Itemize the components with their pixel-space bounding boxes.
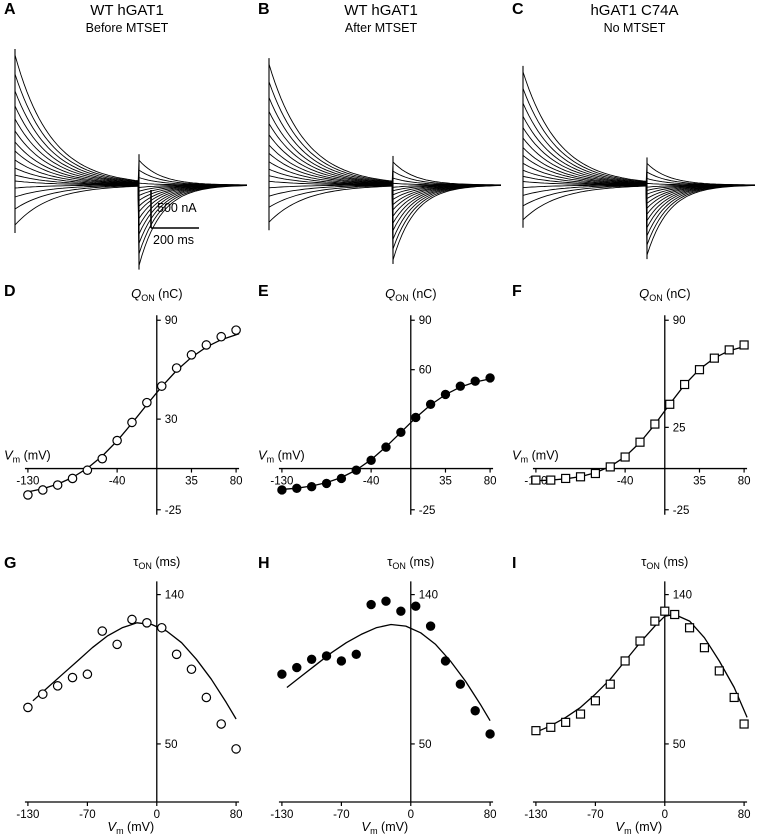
- panel-a-title: WT hGAT1: [90, 2, 164, 19]
- svg-text:Vm (mV): Vm (mV): [512, 448, 559, 465]
- svg-text:60: 60: [419, 365, 432, 377]
- svg-text:-25: -25: [672, 505, 689, 517]
- svg-text:35: 35: [693, 476, 706, 488]
- panel-i: I -130 -70 0 80 140 50 τON (ms) Vm (mV): [508, 550, 761, 836]
- svg-text:140: 140: [672, 590, 691, 602]
- svg-text:35: 35: [185, 476, 198, 488]
- svg-text:-130: -130: [16, 809, 39, 821]
- svg-text:Vm (mV): Vm (mV): [258, 448, 305, 465]
- svg-text:Vm (mV): Vm (mV): [4, 448, 51, 465]
- svg-text:140: 140: [419, 590, 438, 602]
- svg-text:-130: -130: [270, 809, 293, 821]
- svg-text:80: 80: [230, 476, 243, 488]
- svg-text:80: 80: [230, 809, 243, 821]
- panel-e: E -130 -40 35 80 90 60 -25 QON (nC) Vm (mV): [254, 278, 508, 550]
- svg-text:0: 0: [154, 809, 160, 821]
- panel-h-letter: H: [258, 555, 270, 572]
- svg-text:QON (nC): QON (nC): [385, 286, 436, 303]
- svg-text:80: 80: [737, 809, 750, 821]
- svg-text:-25: -25: [165, 505, 182, 517]
- svg-text:0: 0: [661, 809, 667, 821]
- panel-b: B WT hGAT1 After MTSET: [254, 0, 508, 278]
- svg-text:0: 0: [408, 809, 414, 821]
- panel-h: H -130 -70 0 80 140 50 τON (ms) Vm (mV): [254, 550, 508, 836]
- panel-c: C hGAT1 C74A No MTSET: [508, 0, 761, 278]
- svg-text:-70: -70: [587, 809, 604, 821]
- panel-c-current-traces: [522, 65, 756, 260]
- panel-b-subtitle: After MTSET: [344, 20, 418, 35]
- svg-text:200 ms: 200 ms: [153, 233, 194, 247]
- svg-text:80: 80: [737, 476, 750, 488]
- svg-text:-130: -130: [270, 476, 293, 488]
- svg-text:QON (nC): QON (nC): [639, 286, 690, 303]
- panel-b-letter: B: [258, 1, 270, 18]
- panel-d-qv-chart: -130 -40 35 80 90 30 -25 QON (nC) Vm (mV): [4, 286, 243, 517]
- panel-e-letter: E: [258, 283, 269, 300]
- svg-text:τON (ms): τON (ms): [133, 554, 180, 571]
- svg-text:τON (ms): τON (ms): [641, 554, 688, 571]
- svg-text:80: 80: [484, 476, 497, 488]
- svg-text:-130: -130: [16, 476, 39, 488]
- panel-c-title-block: hGAT1 C74A No MTSET: [508, 0, 761, 36]
- svg-text:90: 90: [672, 315, 685, 327]
- svg-text:Vm (mV): Vm (mV): [615, 819, 662, 836]
- panel-d: D -130 -40 35 80 90 30 -25 QON (nC) Vm (mV): [0, 278, 254, 550]
- svg-text:90: 90: [165, 315, 178, 327]
- panel-b-title: WT hGAT1: [344, 2, 418, 19]
- svg-text:25: 25: [672, 422, 685, 434]
- panel-c-subtitle: No MTSET: [603, 20, 666, 35]
- panel-a-title-block: WT hGAT1 Before MTSET: [0, 0, 254, 36]
- svg-text:-40: -40: [109, 476, 126, 488]
- svg-text:50: 50: [672, 739, 685, 751]
- panel-f-letter: F: [512, 283, 522, 300]
- svg-text:140: 140: [165, 590, 184, 602]
- panel-i-letter: I: [512, 555, 517, 572]
- panel-i-tau-chart: -130 -70 0 80 140 50 τON (ms) Vm (mV): [524, 554, 750, 836]
- panel-a-current-traces: 500 nA 200 ms: [14, 49, 248, 270]
- panel-g-letter: G: [4, 555, 17, 572]
- svg-text:-40: -40: [363, 476, 380, 488]
- svg-text:τON (ms): τON (ms): [387, 554, 434, 571]
- svg-text:50: 50: [419, 739, 432, 751]
- svg-text:Vm (mV): Vm (mV): [107, 819, 154, 836]
- panel-g-tau-chart: -130 -70 0 80 140 50 τON (ms) Vm (mV): [16, 554, 243, 836]
- panel-d-letter: D: [4, 283, 16, 300]
- panel-a-subtitle: Before MTSET: [85, 20, 169, 35]
- svg-text:500 nA: 500 nA: [157, 201, 197, 215]
- svg-text:-70: -70: [333, 809, 350, 821]
- svg-text:-130: -130: [524, 809, 547, 821]
- panel-a-letter: A: [4, 1, 16, 18]
- svg-text:90: 90: [419, 315, 432, 327]
- panel-g: G -130 -70 0 80 140 50 τON (ms) Vm (mV): [0, 550, 254, 836]
- svg-text:-40: -40: [616, 476, 633, 488]
- svg-text:-25: -25: [419, 505, 436, 517]
- panel-b-title-block: WT hGAT1 After MTSET: [254, 0, 508, 36]
- panel-c-title: hGAT1 C74A: [590, 2, 679, 19]
- svg-text:-70: -70: [79, 809, 96, 821]
- panel-c-letter: C: [512, 1, 524, 18]
- panel-h-tau-chart: -130 -70 0 80 140 50 τON (ms) Vm (mV): [270, 554, 497, 836]
- svg-text:80: 80: [484, 809, 497, 821]
- svg-text:35: 35: [439, 476, 452, 488]
- svg-text:50: 50: [165, 739, 178, 751]
- svg-text:QON (nC): QON (nC): [131, 286, 182, 303]
- panel-e-qv-chart: -130 -40 35 80 90 60 -25 QON (nC) Vm (mV): [258, 286, 497, 517]
- panel-b-current-traces: [268, 58, 502, 264]
- panel-a: A WT hGAT1 Before MTSET 500 nA 200 ms: [0, 0, 254, 278]
- svg-text:30: 30: [165, 414, 178, 426]
- svg-text:Vm (mV): Vm (mV): [361, 819, 408, 836]
